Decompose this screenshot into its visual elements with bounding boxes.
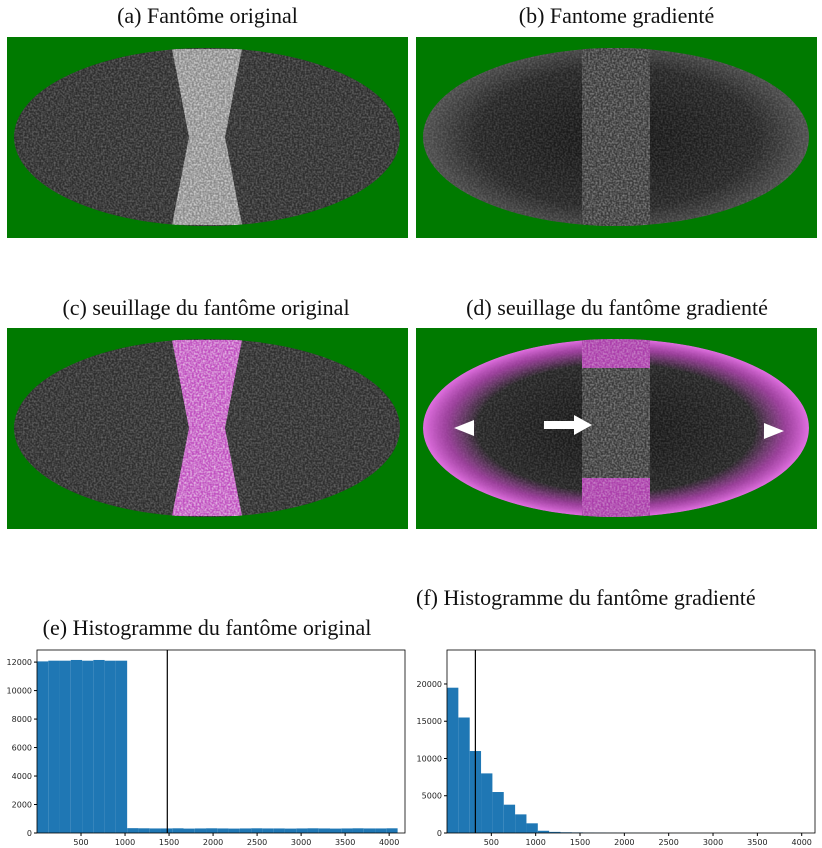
x-tick-label: 3000 <box>291 838 311 847</box>
bar <box>307 828 319 833</box>
phantom <box>14 339 400 517</box>
bar <box>59 660 71 833</box>
bar <box>515 814 527 833</box>
x-tick-label: 2000 <box>614 838 634 847</box>
x-tick-label: 2000 <box>203 838 223 847</box>
y-tick-label: 10000 <box>7 687 32 696</box>
band-noise <box>172 49 242 225</box>
x-tick-label: 3500 <box>747 838 767 847</box>
caption: (e) Histogramme du fantôme original <box>42 615 372 640</box>
bar <box>341 828 353 833</box>
caption: (b) Fantome gradienté <box>518 3 715 28</box>
bar <box>262 828 274 833</box>
arrow <box>764 423 784 439</box>
bar <box>37 661 49 833</box>
image-panel <box>416 328 817 529</box>
y-tick-label: 0 <box>437 829 442 838</box>
y-tick-label: 12000 <box>7 658 32 667</box>
bar <box>492 792 504 833</box>
band-noise <box>582 48 650 226</box>
x-tick-label: 3500 <box>335 838 355 847</box>
bar <box>447 687 459 833</box>
bar <box>104 660 116 833</box>
bar <box>160 828 173 833</box>
x-tick-label: 2500 <box>247 838 267 847</box>
x-tick-label: 3000 <box>703 838 723 847</box>
caption: (c) seuillage du fantôme original <box>62 295 350 320</box>
arrow <box>454 420 474 436</box>
bar <box>352 828 364 833</box>
y-tick-label: 5000 <box>422 792 442 801</box>
bar <box>70 659 83 833</box>
plot-frame <box>36 649 406 834</box>
bar <box>363 828 376 833</box>
bar <box>537 830 550 833</box>
phantom <box>423 48 809 226</box>
x-tick-label: 1500 <box>159 838 179 847</box>
bar <box>571 832 584 833</box>
image-panel <box>416 37 817 238</box>
bar <box>273 828 285 833</box>
caption: (f) Histogramme du fantôme gradienté <box>416 585 756 610</box>
image-panel <box>7 328 408 529</box>
bar <box>183 828 195 833</box>
bar <box>549 831 561 833</box>
bar <box>503 804 516 833</box>
bar <box>284 828 297 833</box>
bar <box>48 660 60 833</box>
y-tick-label: 10000 <box>417 754 442 763</box>
plot-frame <box>446 649 816 834</box>
y-tick-label: 6000 <box>12 744 32 753</box>
caption: (a) Fantôme original <box>117 3 298 28</box>
bar <box>217 828 229 833</box>
x-tick-label: 500 <box>73 838 88 847</box>
bar <box>458 717 470 833</box>
phantom <box>14 48 400 226</box>
band-noise <box>582 339 650 517</box>
bar <box>329 828 342 833</box>
bar <box>149 828 161 833</box>
bar <box>560 832 572 833</box>
bar <box>228 828 240 833</box>
x-tick-label: 4000 <box>379 838 399 847</box>
x-tick-label: 1500 <box>570 838 590 847</box>
arrow <box>544 415 592 435</box>
x-tick-label: 2500 <box>659 838 679 847</box>
y-tick-label: 0 <box>27 829 32 838</box>
bar <box>206 828 218 833</box>
image-panel <box>7 37 408 238</box>
y-tick-label: 15000 <box>417 717 442 726</box>
bar <box>115 660 128 833</box>
bar <box>251 828 263 833</box>
bar <box>127 828 139 833</box>
bar <box>93 659 105 833</box>
bar <box>386 828 398 833</box>
images <box>7 37 817 529</box>
bar <box>469 751 482 833</box>
x-tick-label: 1000 <box>525 838 545 847</box>
x-tick-label: 500 <box>484 838 499 847</box>
bar <box>239 828 252 833</box>
bar <box>194 828 207 833</box>
phantom <box>423 339 809 517</box>
bar <box>375 828 387 833</box>
bar <box>526 823 538 833</box>
bar <box>481 773 493 833</box>
x-tick-label: 4000 <box>792 838 812 847</box>
x-tick-label: 1000 <box>115 838 135 847</box>
y-tick-label: 8000 <box>12 715 32 724</box>
bar <box>138 828 150 833</box>
y-tick-label: 20000 <box>417 680 442 689</box>
caption: (d) seuillage du fantôme gradienté <box>466 295 768 320</box>
band-noise <box>172 340 242 516</box>
y-tick-label: 4000 <box>12 772 32 781</box>
y-tick-label: 2000 <box>12 801 32 810</box>
bar <box>172 828 184 833</box>
bar <box>82 660 94 833</box>
bar <box>318 828 330 833</box>
bar <box>296 828 308 833</box>
